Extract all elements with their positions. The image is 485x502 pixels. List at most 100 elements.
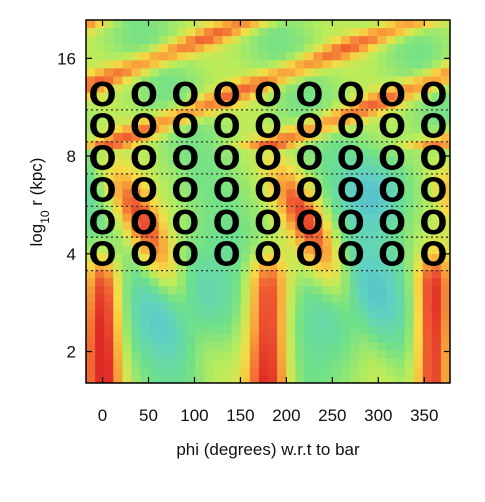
- heatmap-cell: [86, 270, 96, 279]
- heatmap-cell: [186, 286, 196, 295]
- heatmap-cell: [340, 141, 351, 150]
- heatmap-cell: [404, 189, 415, 199]
- heatmap-cell: [377, 141, 387, 150]
- heatmap-cell: [359, 278, 369, 287]
- heatmap-cell: [277, 100, 287, 110]
- heatmap-cell: [431, 221, 442, 231]
- heatmap-cell: [331, 270, 342, 279]
- heatmap-cell: [149, 253, 160, 263]
- heatmap-cell: [113, 157, 123, 166]
- heatmap-cell: [368, 116, 378, 126]
- heatmap-cell: [231, 100, 242, 110]
- heatmap-cell: [113, 108, 123, 118]
- heatmap-cell: [368, 221, 378, 231]
- heatmap-cell: [140, 310, 151, 320]
- heatmap-cell: [277, 213, 287, 223]
- heatmap-cell: [258, 60, 269, 69]
- heatmap-cell: [213, 197, 224, 207]
- heatmap-cell: [222, 229, 233, 239]
- heatmap-cell: [440, 302, 450, 311]
- heatmap-cell: [431, 36, 442, 45]
- heatmap-cell: [231, 28, 242, 37]
- heatmap-cell: [104, 286, 114, 295]
- heatmap-cell: [204, 278, 214, 287]
- heatmap-cell: [231, 132, 242, 142]
- heatmap-cell: [140, 132, 151, 142]
- heatmap-cell: [395, 237, 406, 247]
- heatmap-cell: [359, 213, 369, 223]
- heatmap-cell: [240, 197, 251, 207]
- heatmap-cell: [86, 253, 96, 263]
- heatmap-cell: [86, 205, 96, 215]
- heatmap-cell: [377, 132, 387, 142]
- marker-o: O: [171, 107, 199, 146]
- heatmap-cell: [286, 270, 296, 279]
- heatmap-cell: [377, 157, 387, 166]
- heatmap-cell: [122, 221, 133, 231]
- heatmap-cell: [113, 237, 123, 247]
- heatmap-cell: [186, 181, 196, 190]
- heatmap-cell: [322, 350, 333, 360]
- heatmap-cell: [177, 20, 187, 29]
- heatmap-cell: [177, 44, 187, 53]
- heatmap-cell: [413, 326, 424, 336]
- heatmap-cell: [313, 141, 324, 150]
- heatmap-cell: [304, 84, 315, 94]
- heatmap-cell: [268, 262, 278, 271]
- heatmap-cell: [213, 342, 224, 352]
- heatmap-cell: [231, 44, 242, 53]
- heatmap-cell: [422, 124, 433, 134]
- heatmap-cell: [368, 165, 378, 174]
- heatmap-cell: [413, 350, 424, 360]
- heatmap-cell: [295, 28, 305, 37]
- heatmap-cell: [177, 213, 187, 223]
- heatmap-cell: [268, 116, 278, 126]
- heatmap-cell: [277, 108, 287, 118]
- heatmap-cell: [149, 350, 160, 360]
- marker-o: O: [213, 234, 241, 273]
- heatmap-cell: [140, 28, 151, 37]
- heatmap-cell: [359, 262, 369, 271]
- heatmap-cell: [231, 310, 242, 320]
- heatmap-cell: [113, 302, 123, 311]
- heatmap-cell: [231, 197, 242, 207]
- heatmap-cell: [404, 237, 415, 247]
- heatmap-cell: [177, 342, 187, 352]
- heatmap-cell: [331, 278, 342, 287]
- heatmap-cell: [122, 181, 133, 190]
- heatmap-cell: [213, 181, 224, 190]
- heatmap-cell: [340, 84, 351, 94]
- heatmap-cell: [95, 116, 105, 126]
- heatmap-cell: [277, 68, 287, 78]
- heatmap-cell: [304, 326, 315, 336]
- heatmap-cell: [313, 36, 324, 45]
- heatmap-cell: [340, 302, 351, 311]
- heatmap-cell: [140, 165, 151, 174]
- heatmap-cell: [231, 366, 242, 376]
- heatmap-cell: [149, 334, 160, 344]
- heatmap-cell: [186, 229, 196, 239]
- heatmap-cell: [322, 366, 333, 376]
- heatmap-cell: [158, 116, 169, 126]
- heatmap-cell: [149, 28, 160, 37]
- heatmap-cell: [431, 334, 442, 344]
- heatmap-cell: [368, 358, 378, 368]
- heatmap-cell: [286, 253, 296, 263]
- heatmap-cell: [86, 318, 96, 328]
- heatmap-cell: [258, 270, 269, 279]
- heatmap-cell: [431, 294, 442, 303]
- heatmap-cell: [258, 310, 269, 320]
- heatmap-cell: [222, 358, 233, 368]
- heatmap-cell: [377, 100, 387, 110]
- heatmap-cell: [349, 326, 360, 336]
- heatmap-cell: [377, 108, 387, 118]
- heatmap-cell: [313, 173, 324, 182]
- heatmap-cell: [368, 173, 378, 182]
- heatmap-cell: [131, 189, 142, 199]
- heatmap-cell: [240, 342, 251, 352]
- heatmap-cell: [404, 132, 415, 142]
- heatmap-cell: [204, 20, 214, 29]
- heatmap-cell: [231, 116, 242, 126]
- heatmap-cell: [140, 141, 151, 150]
- heatmap-cell: [258, 181, 269, 190]
